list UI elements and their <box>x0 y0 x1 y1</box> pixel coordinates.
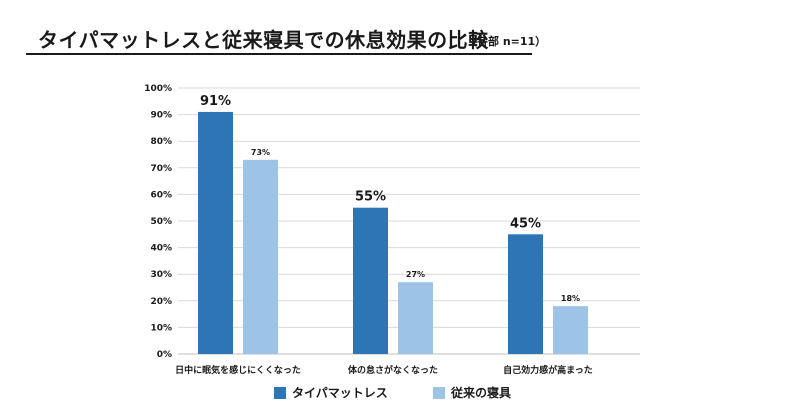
y-axis: 0% 10% 20% 30% 40% 50% 60% 70% 80% 90% 100% <box>144 84 172 360</box>
legend-label: 従来の寝具 <box>450 385 511 400</box>
title-underline <box>26 53 532 55</box>
legend: タイパマットレス 従来の寝具 <box>274 385 511 400</box>
bar-taipa-mattress-0 <box>198 111 233 354</box>
data-label: 27% <box>406 270 425 279</box>
y-tick-label: 100% <box>144 84 172 94</box>
y-tick-label: 0% <box>157 350 172 360</box>
y-tick-label: 50% <box>150 217 172 227</box>
bar-conventional-bedding-2 <box>553 306 588 354</box>
bar-conventional-bedding-1 <box>398 282 433 354</box>
bar-conventional-bedding-0 <box>243 159 278 354</box>
chart-subtitle: （各部 n=11） <box>466 35 547 48</box>
data-label: 73% <box>251 148 270 157</box>
legend-swatch <box>274 387 286 399</box>
y-tick-label: 80% <box>150 137 172 147</box>
legend-swatch <box>433 387 445 399</box>
y-tick-label: 40% <box>150 244 172 254</box>
bars <box>198 111 588 354</box>
data-label: 18% <box>561 294 580 303</box>
data-labels: 91% 73% 55% 27% 45% 18% <box>200 94 580 303</box>
title-block: タイパマットレスと従来寝具での休息効果の比較 （各部 n=11） <box>26 18 546 55</box>
data-label: 45% <box>510 216 541 231</box>
y-tick-label: 30% <box>150 270 172 280</box>
y-tick-label: 20% <box>150 297 172 307</box>
y-tick-label: 70% <box>150 164 172 174</box>
bar-taipa-mattress-2 <box>508 234 543 354</box>
x-axis: 日中に眠気を感じにくくなった 体の怠さがなくなった 自己効力感が高まった <box>175 364 593 376</box>
chart-title: タイパマットレスと従来寝具での休息効果の比較 <box>38 28 489 52</box>
legend-label: タイパマットレス <box>292 386 388 400</box>
x-category-label: 日中に眠気を感じにくくなった <box>175 364 301 376</box>
x-category-label: 体の怠さがなくなった <box>348 364 438 376</box>
y-tick-label: 10% <box>150 323 172 333</box>
x-category-label: 自己効力感が高まった <box>503 364 593 376</box>
data-label: 91% <box>200 94 231 109</box>
data-label: 55% <box>355 190 386 205</box>
y-tick-label: 60% <box>150 190 172 200</box>
bar-taipa-mattress-1 <box>353 207 388 354</box>
y-tick-label: 90% <box>150 111 172 121</box>
